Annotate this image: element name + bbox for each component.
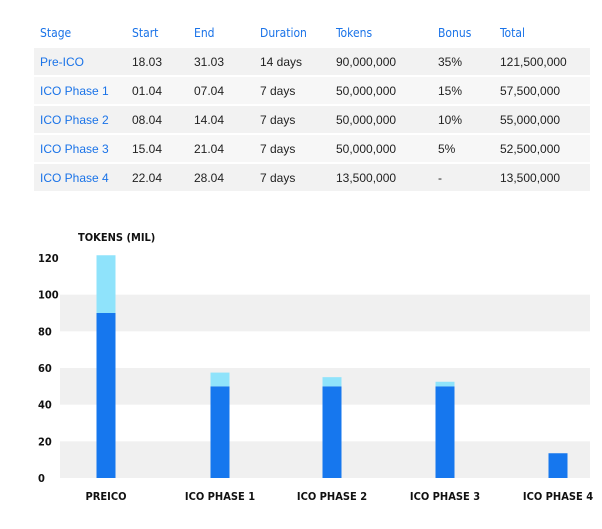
- ico-stages-table: Stage Start End Duration Tokens Bonus To…: [34, 20, 590, 191]
- header-tokens: Tokens: [336, 26, 373, 40]
- cell-bonus: 15%: [432, 75, 494, 104]
- grid-band: [60, 294, 590, 332]
- cell-total: 13,500,000: [494, 162, 590, 191]
- cell-end: 28.04: [188, 162, 254, 191]
- cell-bonus: 5%: [432, 133, 494, 162]
- bars: [96, 255, 568, 478]
- y-tick-label: 80: [38, 325, 52, 338]
- table-row: ICO Phase 4 22.04 28.04 7 days 13,500,00…: [34, 162, 590, 191]
- bar-segment-tokens: [548, 453, 568, 478]
- cell-start: 15.04: [126, 133, 188, 162]
- cell-end: 07.04: [188, 75, 254, 104]
- header-start: Start: [132, 26, 159, 40]
- x-tick-label: ICO PHASE 3: [410, 490, 480, 503]
- bar-segment-tokens: [322, 386, 342, 478]
- cell-start: 01.04: [126, 75, 188, 104]
- cell-start: 22.04: [126, 162, 188, 191]
- x-tick-label: ICO PHASE 1: [185, 490, 255, 503]
- cell-duration: 7 days: [254, 133, 330, 162]
- cell-tokens: 50,000,000: [330, 104, 432, 133]
- x-axis-ticks: PREICO ICO PHASE 1 ICO PHASE 2 ICO PHASE 3 I…: [86, 490, 594, 503]
- cell-tokens: 13,500,000: [330, 162, 432, 191]
- y-tick-label: 60: [38, 362, 52, 375]
- cell-duration: 7 days: [254, 162, 330, 191]
- bar-segment-tokens: [435, 386, 455, 478]
- cell-end: 14.04: [188, 104, 254, 133]
- cell-stage: ICO Phase 2: [34, 104, 126, 133]
- table-row: Pre-ICO 18.03 31.03 14 days 90,000,000 3…: [34, 46, 590, 75]
- y-axis-title: TOKENS (MIL): [78, 231, 155, 244]
- header-end: End: [194, 26, 215, 40]
- x-tick-label: ICO PHASE 2: [297, 490, 367, 503]
- cell-duration: 14 days: [254, 46, 330, 75]
- cell-duration: 7 days: [254, 75, 330, 104]
- cell-total: 55,000,000: [494, 104, 590, 133]
- bar-segment-bonus: [435, 381, 455, 387]
- y-tick-label: 120: [38, 252, 59, 265]
- cell-start: 08.04: [126, 104, 188, 133]
- y-axis-ticks: 0 20 40 60 80 100 120: [38, 252, 59, 485]
- cell-tokens: 50,000,000: [330, 75, 432, 104]
- cell-bonus: 10%: [432, 104, 494, 133]
- cell-end: 31.03: [188, 46, 254, 75]
- header-stage: Stage: [40, 26, 72, 40]
- cell-stage: ICO Phase 1: [34, 75, 126, 104]
- cell-bonus: 35%: [432, 46, 494, 75]
- header-bonus: Bonus: [438, 26, 472, 40]
- bar-segment-bonus: [96, 255, 116, 313]
- table-row: ICO Phase 3 15.04 21.04 7 days 50,000,00…: [34, 133, 590, 162]
- x-tick-label: ICO PHASE 4: [523, 490, 593, 503]
- x-tick-label: PREICO: [86, 490, 127, 503]
- cell-bonus: -: [432, 162, 494, 191]
- y-tick-label: 0: [38, 472, 45, 485]
- bar-segment-tokens: [210, 386, 230, 478]
- bar-segment-bonus: [322, 377, 342, 387]
- bar-segment-tokens: [96, 313, 116, 478]
- tokens-bar-chart: TOKENS (MIL) 0 20 40 60 80 100 120 PREICO ICO P…: [38, 231, 594, 503]
- cell-tokens: 90,000,000: [330, 46, 432, 75]
- table-row: ICO Phase 2 08.04 14.04 7 days 50,000,00…: [34, 104, 590, 133]
- cell-stage: ICO Phase 4: [34, 162, 126, 191]
- cell-total: 52,500,000: [494, 133, 590, 162]
- cell-stage: ICO Phase 3: [34, 133, 126, 162]
- header-duration: Duration: [260, 26, 307, 40]
- y-tick-label: 20: [38, 435, 52, 448]
- y-tick-label: 40: [38, 399, 52, 412]
- header-total: Total: [500, 26, 526, 40]
- bar-segment-bonus: [210, 372, 230, 387]
- table-row: ICO Phase 1 01.04 07.04 7 days 50,000,00…: [34, 75, 590, 104]
- cell-start: 18.03: [126, 46, 188, 75]
- table-header-row: Stage Start End Duration Tokens Bonus To…: [34, 20, 590, 46]
- cell-total: 57,500,000: [494, 75, 590, 104]
- cell-end: 21.04: [188, 133, 254, 162]
- cell-total: 121,500,000: [494, 46, 590, 75]
- cell-stage: Pre-ICO: [34, 46, 126, 75]
- y-tick-label: 100: [38, 289, 59, 302]
- cell-tokens: 50,000,000: [330, 133, 432, 162]
- cell-duration: 7 days: [254, 104, 330, 133]
